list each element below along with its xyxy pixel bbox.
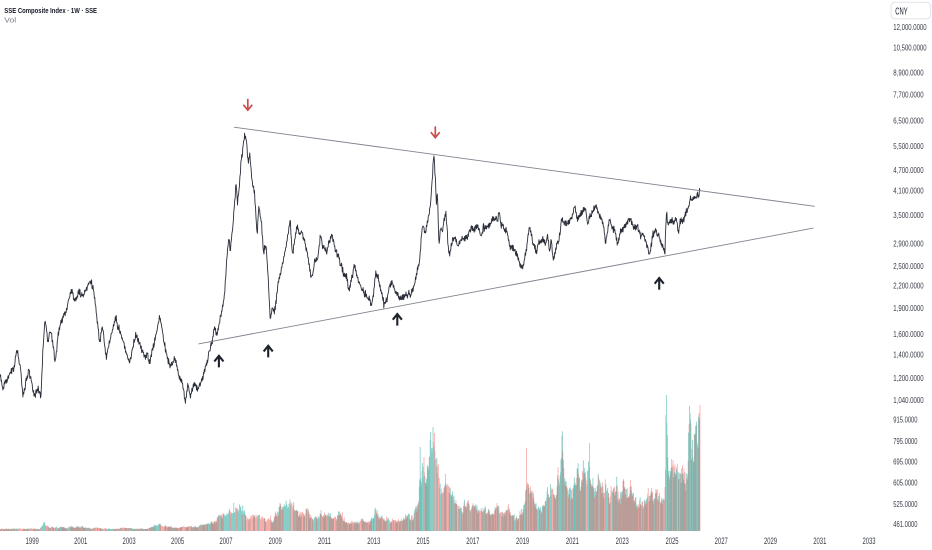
svg-text:525.0000: 525.0000 xyxy=(893,499,917,509)
svg-text:915.0000: 915.0000 xyxy=(893,414,917,424)
svg-text:12,000.0000: 12,000.0000 xyxy=(893,22,926,32)
svg-text:6,500.0000: 6,500.0000 xyxy=(893,116,923,126)
svg-text:2,200.0000: 2,200.0000 xyxy=(893,281,923,291)
svg-text:4,100.0000: 4,100.0000 xyxy=(893,186,923,196)
svg-text:CNY: CNY xyxy=(895,6,907,17)
svg-text:1999: 1999 xyxy=(26,536,39,546)
svg-text:5,500.0000: 5,500.0000 xyxy=(893,141,923,151)
svg-text:2015: 2015 xyxy=(416,536,429,546)
svg-text:3,500.0000: 3,500.0000 xyxy=(893,210,923,220)
svg-text:1,040.0000: 1,040.0000 xyxy=(893,395,923,405)
svg-text:2031: 2031 xyxy=(813,536,826,546)
svg-text:1,600.0000: 1,600.0000 xyxy=(893,329,923,339)
svg-text:2027: 2027 xyxy=(715,536,728,546)
svg-text:Vol: Vol xyxy=(4,16,16,25)
svg-text:2003: 2003 xyxy=(123,536,136,546)
svg-text:795.0000: 795.0000 xyxy=(893,436,917,446)
svg-text:2021: 2021 xyxy=(566,536,579,546)
svg-text:461.0000: 461.0000 xyxy=(893,519,917,529)
svg-text:2011: 2011 xyxy=(318,536,331,546)
svg-text:4,700.0000: 4,700.0000 xyxy=(893,165,923,175)
svg-text:2025: 2025 xyxy=(665,536,678,546)
svg-text:1,400.0000: 1,400.0000 xyxy=(893,350,923,360)
svg-text:2007: 2007 xyxy=(219,536,232,546)
svg-text:2023: 2023 xyxy=(616,536,629,546)
svg-text:2029: 2029 xyxy=(764,536,777,546)
svg-text:2,500.0000: 2,500.0000 xyxy=(893,261,923,271)
svg-text:2019: 2019 xyxy=(516,536,529,546)
svg-text:2017: 2017 xyxy=(466,536,479,546)
svg-text:2013: 2013 xyxy=(367,536,380,546)
svg-text:7,700.0000: 7,700.0000 xyxy=(893,90,923,100)
svg-text:SSE Composite Index · 1W · SSE: SSE Composite Index · 1W · SSE xyxy=(4,6,97,15)
svg-text:695.0000: 695.0000 xyxy=(893,456,917,466)
svg-text:8,900.0000: 8,900.0000 xyxy=(893,68,923,78)
svg-text:2001: 2001 xyxy=(74,536,87,546)
svg-text:2005: 2005 xyxy=(171,536,184,546)
svg-text:1,200.0000: 1,200.0000 xyxy=(893,373,923,383)
svg-text:2009: 2009 xyxy=(269,536,282,546)
svg-text:10,500.0000: 10,500.0000 xyxy=(893,42,926,52)
svg-text:2033: 2033 xyxy=(862,536,875,546)
svg-text:605.0000: 605.0000 xyxy=(893,477,917,487)
svg-text:2,900.0000: 2,900.0000 xyxy=(893,239,923,249)
svg-text:1,900.0000: 1,900.0000 xyxy=(893,303,923,313)
